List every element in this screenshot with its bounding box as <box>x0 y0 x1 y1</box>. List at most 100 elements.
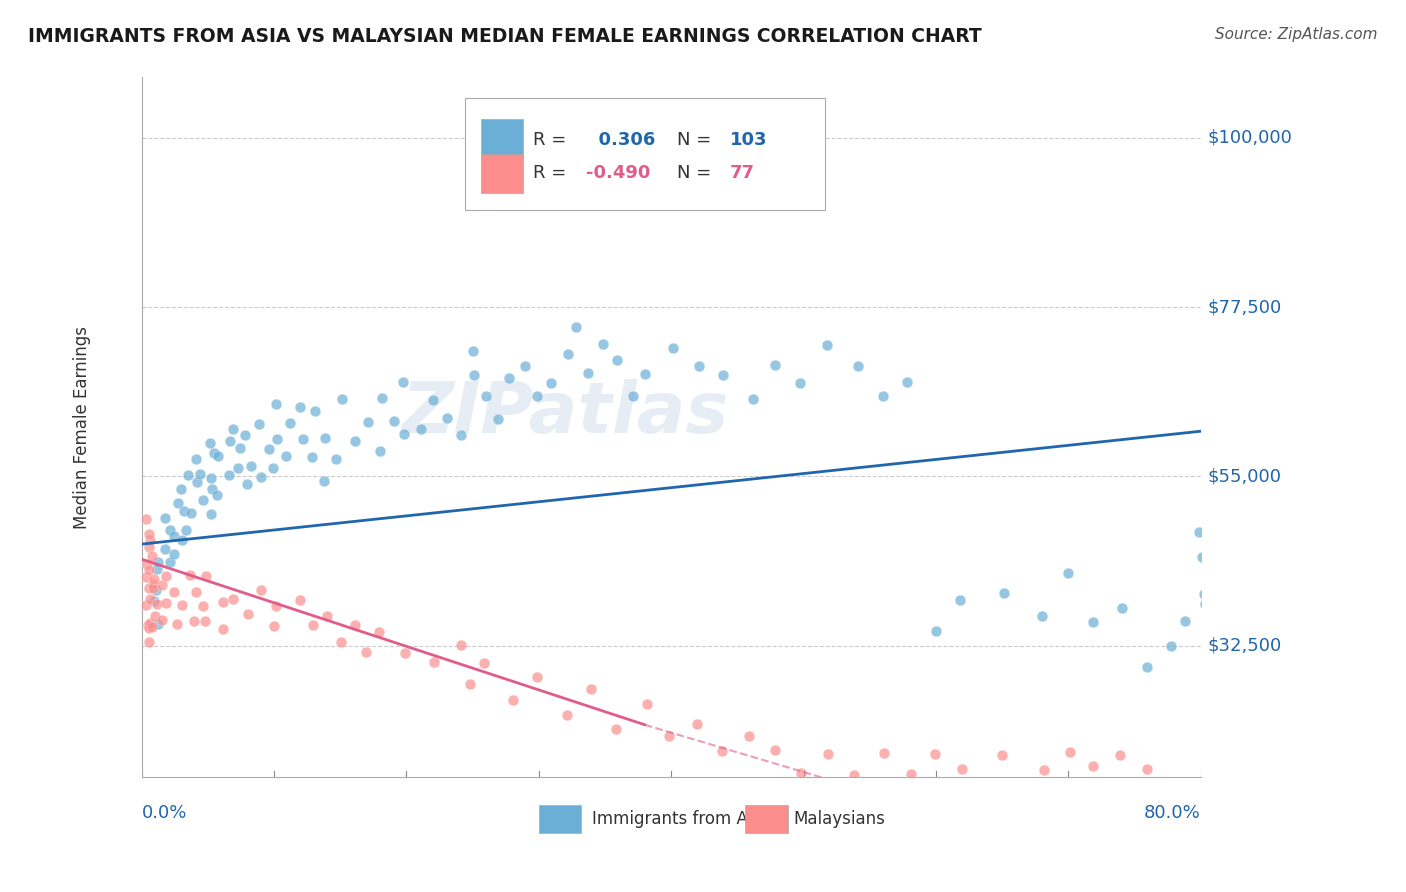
Point <box>211 595 233 609</box>
Point <box>173 504 195 518</box>
Point <box>555 707 578 722</box>
Point <box>486 411 509 425</box>
Point <box>991 748 1014 763</box>
Point <box>262 461 284 475</box>
Point <box>1188 525 1211 540</box>
Text: Immigrants from Asia: Immigrants from Asia <box>592 811 770 829</box>
Point <box>436 410 458 425</box>
Point <box>949 593 972 607</box>
Point <box>579 682 602 697</box>
Point <box>394 646 416 660</box>
Point <box>135 557 157 571</box>
Point <box>685 716 707 731</box>
Point <box>150 578 173 592</box>
Point <box>526 389 548 403</box>
Point <box>565 319 588 334</box>
Text: $55,000: $55,000 <box>1208 467 1281 485</box>
Text: ZIPatlas: ZIPatlas <box>402 379 728 448</box>
Point <box>186 475 208 489</box>
FancyBboxPatch shape <box>464 98 825 211</box>
Point <box>138 527 160 541</box>
Text: Malaysians: Malaysians <box>793 811 884 829</box>
Point <box>950 762 973 776</box>
Point <box>1194 597 1216 611</box>
Point <box>392 375 415 389</box>
Point <box>159 555 181 569</box>
Point <box>315 608 337 623</box>
Point <box>240 459 263 474</box>
Point <box>162 528 184 542</box>
Point <box>330 634 353 648</box>
Point <box>925 624 948 639</box>
Point <box>606 353 628 368</box>
Point <box>141 620 163 634</box>
Text: N =: N = <box>676 164 711 182</box>
Point <box>146 597 169 611</box>
Point <box>540 376 562 390</box>
Point <box>142 577 165 591</box>
Point <box>1031 608 1053 623</box>
Point <box>1083 615 1105 630</box>
Point <box>172 533 194 547</box>
Point <box>201 482 224 496</box>
Point <box>288 400 311 414</box>
Text: 77: 77 <box>730 164 755 182</box>
Point <box>1056 566 1078 580</box>
Point <box>218 434 240 448</box>
Point <box>817 747 839 761</box>
Point <box>763 358 786 372</box>
Point <box>188 467 211 482</box>
Point <box>150 613 173 627</box>
Point <box>332 392 354 406</box>
Point <box>1033 763 1056 777</box>
Point <box>179 568 201 582</box>
Point <box>135 512 157 526</box>
FancyBboxPatch shape <box>538 805 581 833</box>
Point <box>194 568 217 582</box>
Point <box>167 496 190 510</box>
Point <box>138 582 160 596</box>
Text: R =: R = <box>533 131 567 150</box>
Point <box>450 638 472 652</box>
Point <box>367 624 389 639</box>
Point <box>636 697 658 711</box>
Point <box>1081 759 1104 773</box>
Text: Source: ZipAtlas.com: Source: ZipAtlas.com <box>1215 27 1378 42</box>
Point <box>576 366 599 380</box>
Point <box>450 427 472 442</box>
Point <box>409 422 432 436</box>
Point <box>138 540 160 554</box>
Point <box>357 415 380 429</box>
Point <box>200 471 222 485</box>
Point <box>226 460 249 475</box>
Point <box>136 617 159 632</box>
Text: IMMIGRANTS FROM ASIA VS MALAYSIAN MEDIAN FEMALE EARNINGS CORRELATION CHART: IMMIGRANTS FROM ASIA VS MALAYSIAN MEDIAN… <box>28 27 981 45</box>
Point <box>177 467 200 482</box>
Point <box>621 389 644 403</box>
Point <box>218 468 240 483</box>
Point <box>713 368 735 383</box>
Point <box>264 397 287 411</box>
Text: 0.0%: 0.0% <box>142 804 187 822</box>
Point <box>170 598 193 612</box>
Point <box>229 442 252 456</box>
Point <box>194 615 217 629</box>
Point <box>236 607 259 622</box>
FancyBboxPatch shape <box>745 805 787 833</box>
Point <box>302 618 325 632</box>
FancyBboxPatch shape <box>481 120 523 158</box>
Point <box>356 645 378 659</box>
Point <box>146 555 169 569</box>
Point <box>233 428 256 442</box>
Point <box>142 581 165 595</box>
Point <box>737 729 759 743</box>
Point <box>1174 614 1197 628</box>
Point <box>236 477 259 491</box>
Point <box>1059 745 1081 759</box>
Point <box>472 656 495 670</box>
Point <box>139 616 162 631</box>
Point <box>790 765 813 780</box>
Point <box>502 692 524 706</box>
Point <box>291 433 314 447</box>
Point <box>163 585 186 599</box>
